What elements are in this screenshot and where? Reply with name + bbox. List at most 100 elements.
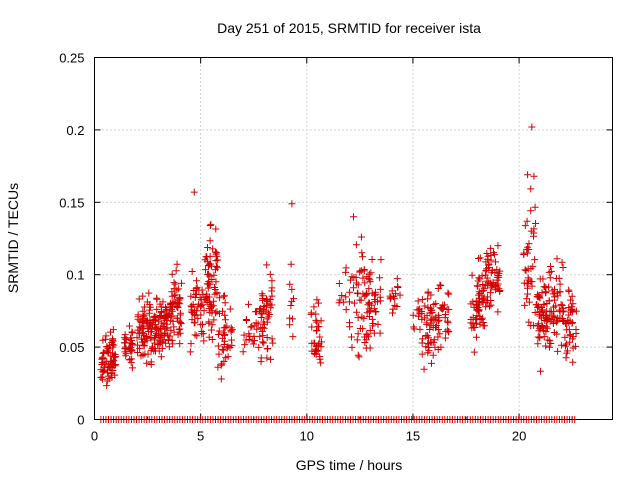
- data-point: [170, 279, 178, 287]
- data-point: [531, 203, 539, 211]
- data-point: [176, 311, 184, 319]
- data-point: [219, 329, 227, 337]
- data-point: [143, 336, 151, 344]
- data-point: [348, 273, 356, 281]
- data-point: [154, 341, 162, 349]
- data-point: [444, 319, 452, 327]
- data-point: [250, 322, 258, 330]
- data-point: [426, 325, 434, 333]
- data-point: [476, 289, 484, 297]
- data-point: [533, 301, 541, 309]
- data-point: [354, 330, 362, 338]
- data-point: [444, 289, 452, 297]
- data-point: [371, 308, 379, 316]
- data-point: [524, 171, 532, 179]
- data-point: [207, 301, 215, 309]
- data-point: [532, 219, 540, 227]
- data-point: [359, 253, 367, 261]
- data-point: [362, 330, 370, 338]
- data-point: [287, 260, 295, 268]
- data-point: [441, 334, 449, 342]
- data-point: [421, 314, 429, 322]
- data-point: [288, 285, 296, 293]
- data-point: [268, 335, 276, 343]
- data-point: [356, 268, 364, 276]
- data-point: [342, 306, 350, 314]
- data-point: [212, 278, 220, 286]
- data-point: [204, 244, 212, 252]
- data-point: [483, 293, 491, 301]
- data-point: [98, 373, 106, 381]
- data-point: [289, 333, 297, 341]
- data-point: [162, 306, 170, 314]
- data-point: [546, 337, 554, 345]
- data-point: [482, 267, 490, 275]
- data-point: [265, 300, 273, 308]
- data-point: [200, 337, 208, 345]
- data-point: [101, 335, 109, 343]
- data-point: [194, 314, 202, 322]
- data-point: [175, 296, 183, 304]
- data-point: [393, 275, 401, 283]
- data-point: [175, 285, 183, 293]
- data-point: [553, 255, 561, 263]
- data-point: [112, 353, 120, 361]
- data-point: [527, 207, 535, 215]
- data-point: [521, 266, 529, 274]
- data-point: [190, 319, 198, 327]
- data-point: [482, 303, 490, 311]
- data-point: [346, 288, 354, 296]
- data-point: [367, 307, 375, 315]
- data-point: [102, 332, 110, 340]
- data-point: [428, 306, 436, 314]
- x-axis-label: GPS time / hours: [296, 457, 403, 473]
- data-point: [242, 336, 250, 344]
- data-point: [545, 268, 553, 276]
- data-point: [158, 331, 166, 339]
- data-point: [221, 331, 229, 339]
- data-point: [135, 323, 143, 331]
- data-point: [528, 282, 536, 290]
- data-point: [365, 307, 373, 315]
- data-point: [166, 301, 174, 309]
- data-point: [209, 245, 217, 253]
- data-point: [255, 343, 263, 351]
- data-point: [247, 323, 255, 331]
- data-point: [468, 324, 476, 332]
- data-point: [474, 305, 482, 313]
- data-point: [139, 292, 147, 300]
- x-tick-label: 10: [300, 429, 314, 444]
- data-point: [134, 311, 142, 319]
- data-point: [566, 332, 574, 340]
- data-point: [569, 358, 577, 366]
- data-point: [414, 312, 422, 320]
- data-point: [213, 264, 221, 272]
- data-point: [345, 298, 353, 306]
- data-point: [562, 354, 570, 362]
- data-point: [486, 289, 494, 297]
- data-point: [558, 258, 566, 266]
- data-point: [557, 341, 565, 349]
- data-point: [266, 296, 274, 304]
- data-point: [221, 311, 229, 319]
- data-point: [243, 317, 251, 325]
- data-point: [354, 351, 362, 359]
- data-point: [472, 333, 480, 341]
- data-point: [175, 326, 183, 334]
- data-point: [267, 304, 275, 312]
- data-point: [197, 321, 205, 329]
- data-point: [529, 263, 537, 271]
- y-tick-label: 0.25: [59, 51, 84, 66]
- data-point: [350, 213, 357, 221]
- data-point: [290, 295, 298, 303]
- data-point: [219, 307, 227, 315]
- data-point: [148, 318, 156, 326]
- data-point: [571, 342, 579, 350]
- data-point: [521, 222, 529, 230]
- data-point: [156, 313, 164, 321]
- data-point: [170, 323, 178, 331]
- data-point: [566, 338, 574, 346]
- data-point: [480, 286, 488, 294]
- data-point: [211, 286, 219, 294]
- data-point: [350, 284, 358, 292]
